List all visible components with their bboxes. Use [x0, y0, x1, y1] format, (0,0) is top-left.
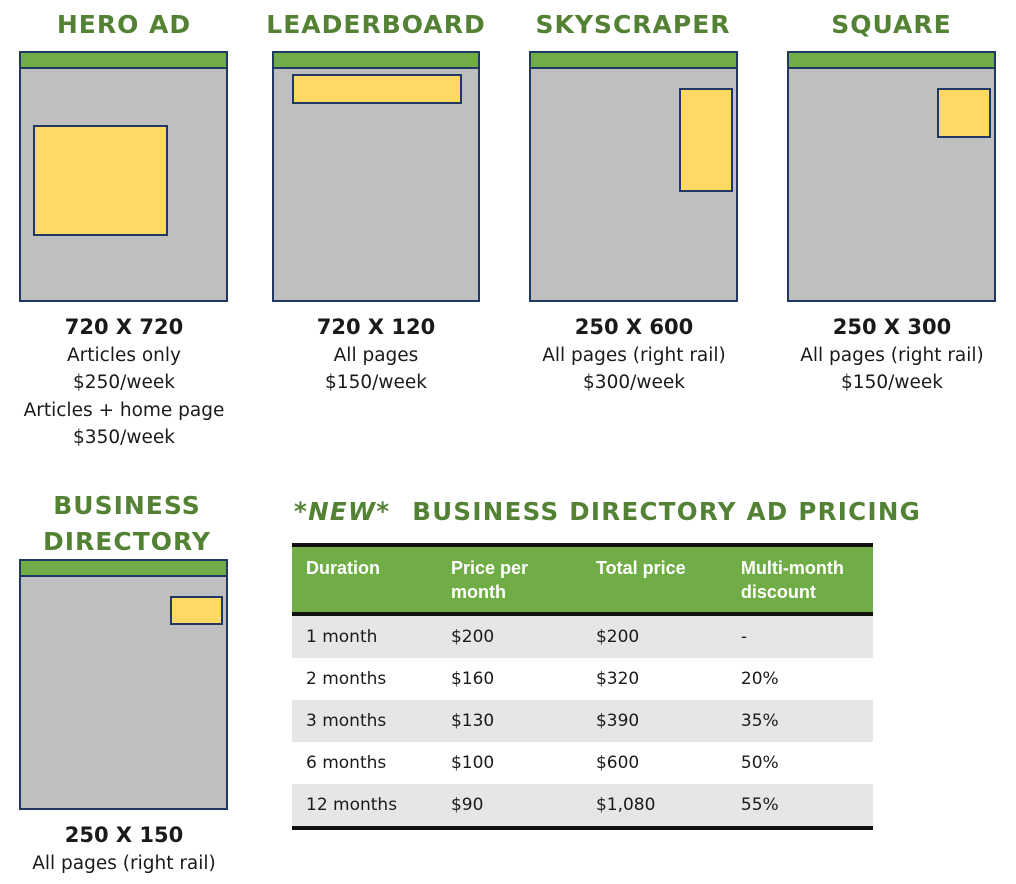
- table-row: 2 months $160 $320 20%: [292, 658, 873, 700]
- heading-line: BUSINESS: [53, 491, 201, 520]
- ad-placement: All pages (right rail): [800, 344, 984, 366]
- table-row: 3 months $130 $390 35%: [292, 700, 873, 742]
- ad-size: 250 X 150: [64, 823, 184, 847]
- business-directory-mockup: [19, 559, 228, 810]
- discount-cell: 35%: [726, 700, 873, 742]
- ad-price: $150/week: [325, 372, 427, 393]
- total-price-cell: $1,080: [581, 784, 727, 828]
- column-header: Multi-month discount: [726, 545, 873, 616]
- square-mockup: [787, 51, 996, 302]
- square-heading: SQUARE: [831, 10, 952, 39]
- column-header: Duration: [292, 545, 437, 616]
- ad-size: 250 X 300: [832, 315, 952, 339]
- ad-size: 720 X 720: [64, 315, 184, 339]
- ad-price: $150/week: [841, 372, 943, 393]
- mockup-header-bar: [21, 561, 226, 577]
- ad-slot: [937, 88, 991, 138]
- business-directory-info: 250 X 150 All pages (right rail): [4, 822, 244, 877]
- duration-cell: 3 months: [292, 700, 437, 742]
- new-tag: *NEW*: [294, 497, 391, 526]
- heading-line: DIRECTORY: [42, 527, 212, 556]
- ad-price: $350/week: [73, 427, 175, 448]
- mockup-header-bar: [274, 53, 478, 69]
- business-directory-heading: BUSINESS DIRECTORY: [19, 488, 235, 560]
- ad-placement: All pages (right rail): [542, 344, 726, 366]
- hero-ad-info: 720 X 720 Articles only $250/week Articl…: [14, 314, 234, 452]
- monthly-price-cell: $90: [436, 784, 582, 828]
- mockup-header-bar: [21, 53, 226, 69]
- ad-slot: [170, 596, 223, 625]
- total-price-cell: $200: [581, 614, 727, 658]
- discount-cell: -: [726, 614, 873, 658]
- total-price-cell: $600: [581, 742, 727, 784]
- table-header-row: Duration Price per month Total price Mul…: [292, 545, 873, 616]
- pricing-table: Duration Price per month Total price Mul…: [292, 543, 873, 830]
- ad-price: $300/week: [583, 372, 685, 393]
- duration-cell: 6 months: [292, 742, 437, 784]
- duration-cell: 2 months: [292, 658, 437, 700]
- pricing-title: *NEW* BUSINESS DIRECTORY AD PRICING: [294, 497, 921, 526]
- mockup-header-bar: [531, 53, 736, 69]
- ad-placement: Articles only: [67, 344, 181, 366]
- column-header: Price per month: [436, 545, 582, 616]
- skyscraper-mockup: [529, 51, 738, 302]
- ad-price: $250/week: [73, 372, 175, 393]
- total-price-cell: $390: [581, 700, 727, 742]
- ad-placement: All pages: [333, 344, 419, 366]
- skyscraper-heading: SKYSCRAPER: [535, 10, 731, 39]
- square-info: 250 X 300 All pages (right rail) $150/we…: [772, 314, 1012, 397]
- ad-placement: Articles + home page: [23, 399, 225, 421]
- monthly-price-cell: $160: [436, 658, 582, 700]
- pricing-title-text: BUSINESS DIRECTORY AD PRICING: [412, 497, 922, 526]
- column-header: Total price: [581, 545, 727, 616]
- hero-ad-heading: HERO AD: [56, 10, 192, 39]
- leaderboard-mockup: [272, 51, 480, 302]
- ad-slot: [292, 74, 462, 104]
- discount-cell: 50%: [726, 742, 873, 784]
- monthly-price-cell: $100: [436, 742, 582, 784]
- discount-cell: 20%: [726, 658, 873, 700]
- monthly-price-cell: $200: [436, 614, 582, 658]
- ad-size: 250 X 600: [574, 315, 694, 339]
- ad-slot: [679, 88, 733, 192]
- ad-size: 720 X 120: [316, 315, 436, 339]
- mockup-header-bar: [789, 53, 994, 69]
- table-row: 1 month $200 $200 -: [292, 614, 873, 658]
- table-row: 6 months $100 $600 50%: [292, 742, 873, 784]
- monthly-price-cell: $130: [436, 700, 582, 742]
- hero-ad-mockup: [19, 51, 228, 302]
- duration-cell: 1 month: [292, 614, 437, 658]
- leaderboard-heading: LEADERBOARD: [266, 10, 486, 39]
- leaderboard-info: 720 X 120 All pages $150/week: [266, 314, 486, 397]
- ad-placement: All pages (right rail): [32, 852, 216, 874]
- duration-cell: 12 months: [292, 784, 437, 828]
- discount-cell: 55%: [726, 784, 873, 828]
- ad-slot: [33, 125, 168, 236]
- total-price-cell: $320: [581, 658, 727, 700]
- table-row: 12 months $90 $1,080 55%: [292, 784, 873, 828]
- skyscraper-info: 250 X 600 All pages (right rail) $300/we…: [514, 314, 754, 397]
